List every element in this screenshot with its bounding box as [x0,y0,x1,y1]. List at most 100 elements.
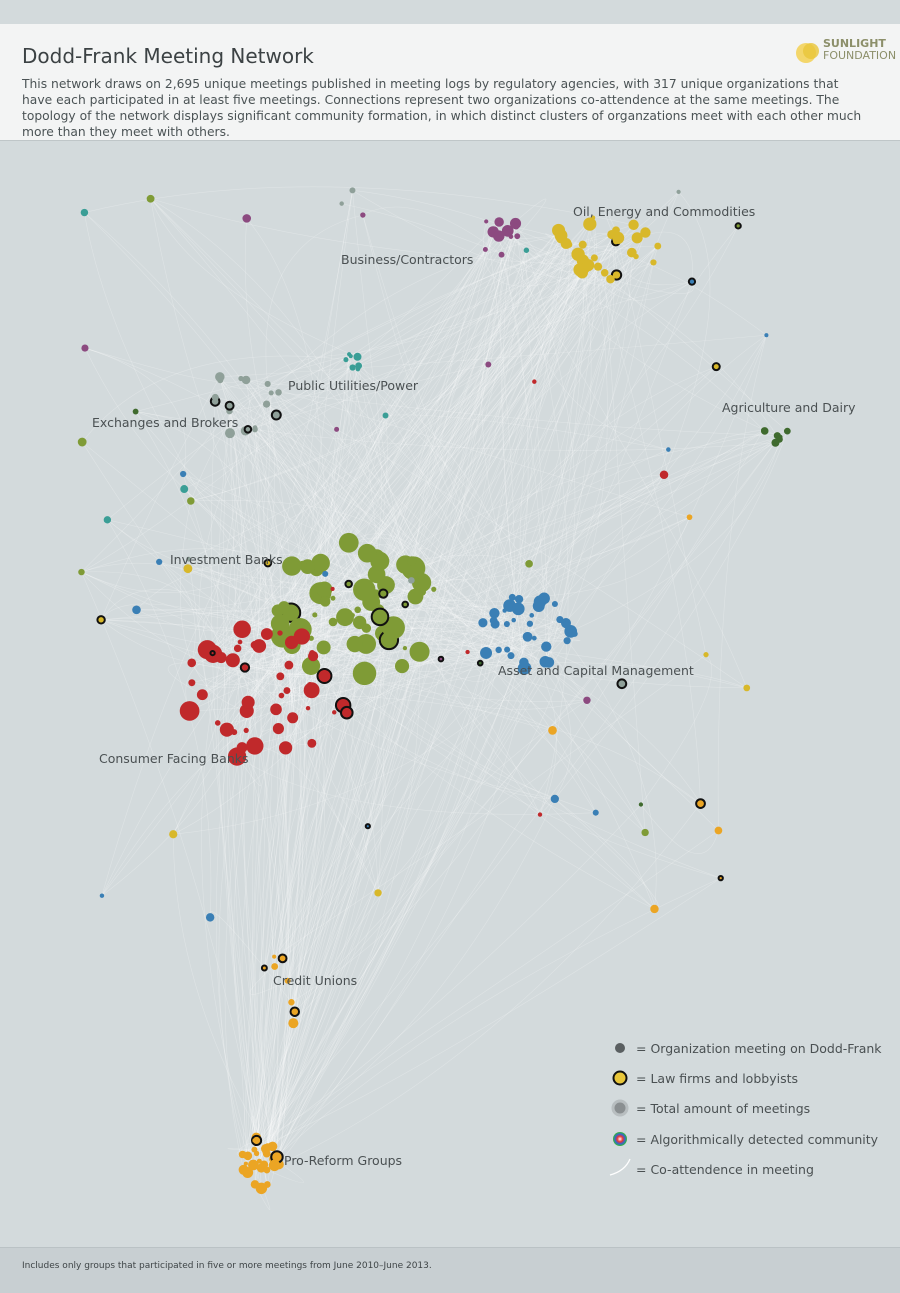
edge [267,596,416,1185]
node [169,830,178,839]
node [370,607,390,627]
edge [515,226,550,663]
edge [278,392,496,625]
edge [180,500,247,712]
node [343,357,349,363]
node [330,595,336,601]
edge [411,560,505,622]
edge [188,262,654,560]
node [560,238,572,249]
node [695,798,706,809]
node [687,277,697,286]
edge [229,405,289,1166]
edge [247,610,505,1173]
node [242,214,252,223]
node [550,794,559,804]
edge [210,397,278,1158]
edge [265,250,527,1153]
edge [419,651,747,689]
node [349,364,356,371]
node [215,652,227,664]
edge [302,230,559,566]
node [260,1160,269,1169]
node [592,809,599,816]
node [270,614,290,633]
node [277,630,283,636]
node [250,1180,260,1189]
edge [504,568,548,611]
edge [291,633,575,1003]
node [99,893,105,898]
edge [440,658,555,800]
node [180,470,187,478]
edge [242,392,272,1155]
edge [81,571,257,1138]
node [179,701,200,721]
edge [136,608,508,650]
node [563,637,571,645]
edge [242,700,588,1155]
edge [247,243,567,430]
node [272,723,284,735]
node [364,823,371,830]
edge [311,266,599,639]
node [287,712,299,724]
edge [266,254,579,1171]
edge [135,411,303,566]
edge [266,403,349,585]
edge [293,637,442,678]
edge [506,232,646,650]
edge [239,641,555,800]
node [640,227,651,238]
edge [191,627,384,664]
description: This network draws on 2,695 unique meeti… [22,77,862,139]
edge [241,636,528,748]
node [783,427,791,435]
edge [331,429,403,667]
edge [259,236,512,1162]
edge [404,230,617,649]
edge [172,604,406,835]
node [278,692,285,699]
node [263,1166,271,1174]
node [241,375,251,385]
node [322,570,329,577]
node [77,437,87,447]
edge [212,562,269,654]
edge [191,429,764,683]
edge [84,212,294,639]
edge [254,364,489,428]
edge [253,743,313,1166]
edge [254,877,721,1150]
edge [278,629,305,1165]
node [482,246,488,252]
edge [236,756,273,1147]
node [511,602,525,616]
edge [378,235,562,611]
edge [224,633,268,1170]
edge [320,230,508,564]
edge [273,575,422,957]
node [275,389,282,396]
edge [100,589,283,637]
edge [101,356,358,896]
edge [498,649,655,910]
edge [270,392,442,660]
edge [352,190,406,565]
edge [346,415,388,713]
edge [286,593,328,691]
edge [311,474,665,667]
edge [293,437,779,1024]
node [260,964,268,972]
node [238,1164,249,1175]
node [233,620,251,639]
edge [245,430,377,595]
edge [245,379,747,689]
node [224,400,235,411]
node [578,240,587,249]
edge [226,245,658,730]
edge [276,414,512,656]
edge [247,629,301,1156]
edge [266,598,545,1171]
edge [481,236,519,609]
